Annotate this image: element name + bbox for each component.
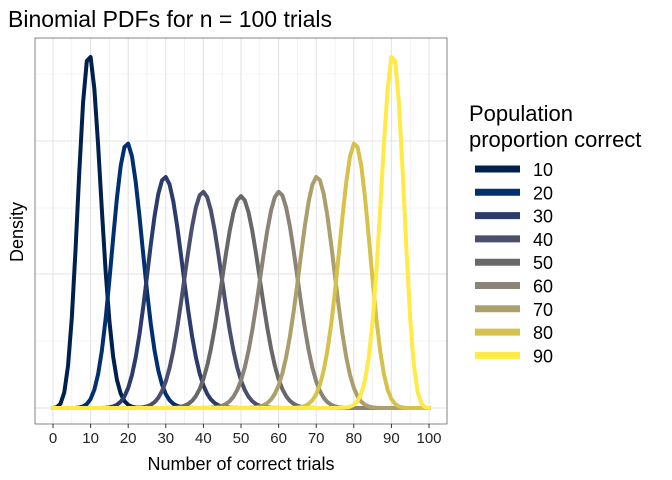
series-line-90 — [51, 55, 431, 410]
legend: Population proportion correct 10 20 30 40 50… — [469, 101, 641, 366]
x-tick-label: 20 — [120, 430, 137, 447]
legend-label-40: 40 — [533, 230, 553, 250]
legend-label-20: 20 — [533, 183, 553, 203]
x-tick-label: 10 — [82, 430, 99, 447]
x-tick-label: 30 — [157, 430, 174, 447]
series-lines — [51, 55, 431, 410]
legend-title-line-2: proportion correct — [469, 127, 641, 152]
x-tick-label: 80 — [345, 430, 362, 447]
x-tick-label: 60 — [270, 430, 287, 447]
x-tick-label: 100 — [416, 430, 441, 447]
x-tick-label: 70 — [308, 430, 325, 447]
legend-label-90: 90 — [533, 346, 553, 366]
chart-title: Binomial PDFs for n = 100 trials — [8, 6, 332, 32]
legend-label-60: 60 — [533, 277, 553, 297]
legend-label-50: 50 — [533, 253, 553, 273]
x-axis-title: Number of correct trials — [147, 454, 334, 474]
x-axis: 0 10 20 30 40 50 60 70 80 90 100 — [49, 424, 442, 447]
legend-label-10: 10 — [533, 160, 553, 180]
legend-label-70: 70 — [533, 300, 553, 320]
x-tick-label: 0 — [49, 430, 57, 447]
legend-title-line-1: Population — [469, 101, 573, 126]
legend-label-80: 80 — [533, 323, 553, 343]
x-tick-label: 90 — [383, 430, 400, 447]
legend-label-30: 30 — [533, 207, 553, 227]
y-axis-title: Density — [7, 202, 27, 262]
x-tick-label: 40 — [195, 430, 212, 447]
x-tick-label: 50 — [233, 430, 250, 447]
